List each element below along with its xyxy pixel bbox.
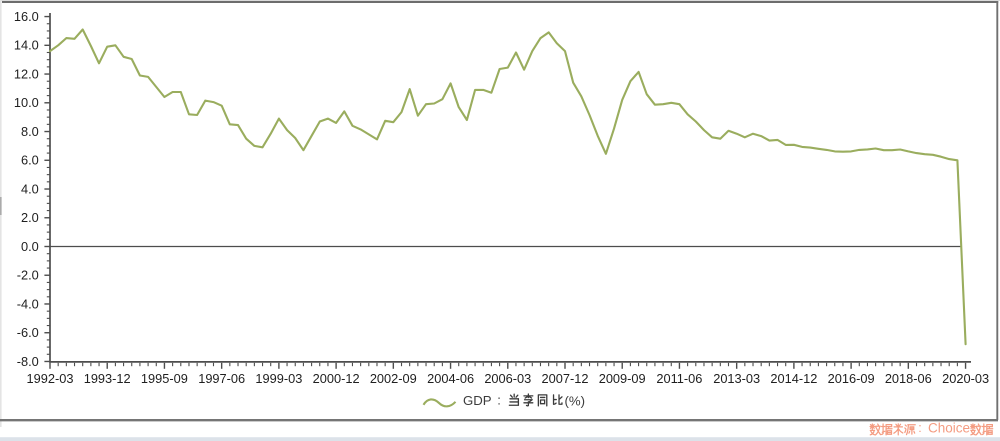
svg-text:1993-12: 1993-12 (84, 371, 131, 386)
svg-text:2020-03: 2020-03 (942, 371, 989, 386)
svg-text:-4.0: -4.0 (17, 296, 39, 311)
svg-text:-8.0: -8.0 (17, 354, 39, 369)
svg-text:1995-09: 1995-09 (141, 371, 188, 386)
svg-text:2000-12: 2000-12 (313, 371, 360, 386)
svg-text:2004-06: 2004-06 (427, 371, 474, 386)
svg-text:Choice: Choice (928, 421, 970, 436)
svg-text:10.0: 10.0 (14, 95, 39, 110)
svg-text:2007-12: 2007-12 (542, 371, 589, 386)
svg-text:2009-09: 2009-09 (599, 371, 646, 386)
svg-text:2.0: 2.0 (21, 210, 39, 225)
svg-text:1997-06: 1997-06 (198, 371, 245, 386)
svg-text:1999-03: 1999-03 (255, 371, 302, 386)
svg-text:2018-06: 2018-06 (885, 371, 932, 386)
svg-text:2016-09: 2016-09 (828, 371, 875, 386)
svg-text:-6.0: -6.0 (17, 325, 39, 340)
svg-text:16.0: 16.0 (14, 9, 39, 24)
svg-text:2011-06: 2011-06 (656, 371, 702, 386)
svg-text:2006-03: 2006-03 (484, 371, 531, 386)
svg-text:12.0: 12.0 (14, 66, 39, 81)
svg-text:-2.0: -2.0 (17, 268, 39, 283)
svg-text::: : (918, 421, 921, 435)
svg-text:6.0: 6.0 (21, 153, 39, 168)
svg-text:2002-09: 2002-09 (370, 371, 417, 386)
svg-text:1992-03: 1992-03 (27, 371, 74, 386)
svg-text:0.0: 0.0 (21, 239, 39, 254)
svg-text:2013-03: 2013-03 (713, 371, 760, 386)
svg-text:4.0: 4.0 (21, 181, 39, 196)
svg-text:(%): (%) (565, 393, 586, 408)
svg-text:8.0: 8.0 (21, 124, 39, 139)
svg-text:2014-12: 2014-12 (770, 371, 817, 386)
svg-text:14.0: 14.0 (14, 38, 39, 53)
svg-text:GDP: GDP (463, 393, 492, 408)
svg-text::: : (497, 393, 501, 408)
